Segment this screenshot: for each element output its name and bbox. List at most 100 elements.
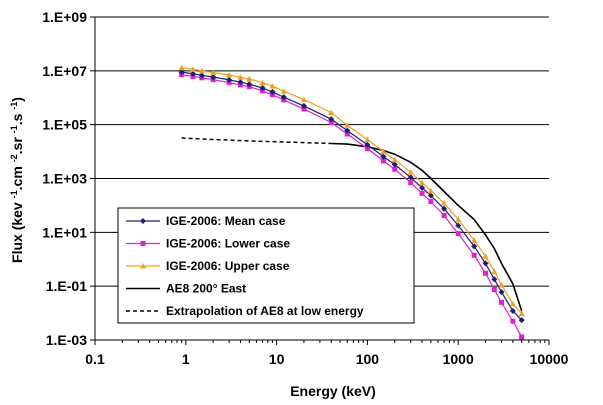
data-point-square (328, 120, 334, 126)
data-point-triangle (427, 187, 434, 194)
data-point-diamond (328, 116, 335, 123)
legend-label: IGE-2006: Lower case (166, 237, 290, 251)
data-point-diamond (189, 70, 196, 77)
data-point-triangle (189, 66, 196, 72)
data-point-square (455, 231, 461, 237)
data-point-square (140, 241, 146, 246)
x-tick-label: 10000 (530, 351, 569, 367)
data-point-triangle (237, 74, 244, 80)
legend-label: Extrapolation of AE8 at low energy (166, 304, 364, 318)
series-group (178, 64, 525, 340)
data-point-triangle (269, 83, 276, 89)
data-point-diamond (441, 205, 448, 212)
series-line (181, 137, 332, 145)
data-point-diamond (198, 72, 205, 79)
data-point-square (408, 180, 414, 186)
tick-labels: 1.E-03 1.E-01 1.E+01 1.E+03 1.E+05 1.E+07 1.E+… (42, 9, 568, 367)
data-point-diamond (482, 260, 489, 267)
data-point-diamond (419, 184, 426, 191)
data-point-diamond (237, 79, 244, 86)
data-point-triangle (380, 148, 387, 155)
data-point-diamond (226, 76, 233, 83)
data-point-diamond (407, 174, 414, 181)
series-3 (178, 64, 525, 317)
data-point-square (510, 318, 516, 324)
series-line (331, 142, 523, 312)
y-tick-label: 1.E-03 (46, 332, 87, 348)
x-tick-label: 1000 (443, 351, 474, 367)
data-point-square (301, 106, 307, 112)
data-point-triangle (498, 282, 505, 288)
data-point-triangle (210, 69, 217, 75)
series-5 (181, 137, 332, 145)
y-tick-label: 1.E+01 (42, 224, 87, 240)
data-point-diamond (391, 161, 398, 168)
data-point-diamond (491, 276, 498, 283)
data-point-diamond (344, 127, 351, 134)
data-point-diamond (471, 243, 478, 250)
data-point-square (419, 190, 425, 196)
y-tick-label: 1.E+09 (42, 9, 87, 25)
data-point-square (364, 146, 370, 152)
data-point-diamond (140, 218, 146, 224)
data-point-diamond (210, 74, 217, 81)
data-point-triangle (259, 79, 266, 86)
x-tick-label: 10 (269, 351, 285, 367)
legend-box (117, 207, 415, 324)
data-point-triangle (364, 136, 371, 143)
data-point-triangle (455, 216, 462, 222)
data-point-triangle (178, 64, 185, 71)
data-point-triangle (140, 263, 146, 269)
data-point-triangle (509, 300, 516, 307)
data-point-triangle (482, 253, 489, 259)
y-axis-title-text: Flux (kev -1.cm -2.sr -1.s -1) (9, 97, 25, 263)
data-point-diamond (259, 85, 266, 92)
data-point-square (344, 131, 350, 137)
data-point-diamond (300, 102, 307, 109)
x-axis-title: Energy (keV) (290, 383, 376, 399)
axes (90, 16, 550, 345)
data-point-square (428, 198, 434, 204)
y-tick-label: 1.E-01 (46, 278, 87, 294)
legend-label: AE8 200° East (166, 282, 246, 296)
data-point-diamond (246, 81, 253, 88)
data-point-triangle (491, 268, 498, 275)
legend-label: IGE-2006: Mean case (166, 214, 286, 228)
data-point-triangle (246, 75, 253, 82)
data-point-triangle (328, 109, 335, 116)
data-point-square (441, 213, 447, 219)
legend-label: IGE-2006: Upper case (166, 259, 290, 273)
series-1 (178, 69, 525, 324)
x-tick-label: 100 (356, 351, 380, 367)
data-point-triangle (441, 200, 448, 206)
data-point-triangle (198, 67, 205, 74)
data-point-diamond (380, 153, 387, 160)
data-point-square (483, 270, 489, 276)
y-tick-label: 1.E+03 (42, 171, 87, 187)
data-point-square (519, 334, 525, 340)
data-point-triangle (518, 310, 525, 317)
data-point-triangle (391, 156, 398, 163)
data-point-triangle (280, 88, 287, 94)
data-point-diamond (518, 317, 525, 324)
data-point-triangle (300, 96, 307, 103)
data-point-square (380, 158, 386, 164)
data-point-triangle (407, 169, 414, 175)
data-point-triangle (471, 237, 478, 243)
y-tick-label: 1.E+07 (42, 63, 87, 79)
data-point-square (499, 299, 505, 305)
data-point-diamond (427, 192, 434, 199)
legend: IGE-2006: Mean case IGE-2006: Lower case I… (117, 207, 415, 324)
data-point-diamond (280, 94, 287, 101)
data-point-diamond (178, 69, 185, 76)
data-point-diamond (455, 222, 462, 229)
data-point-triangle (344, 122, 351, 128)
data-point-square (392, 166, 398, 172)
data-point-triangle (226, 72, 233, 78)
y-axis-title: Flux (kev -1.cm -2.sr -1.s -1) (9, 97, 25, 263)
x-tick-label: 1 (182, 351, 190, 367)
y-tick-label: 1.E+05 (42, 117, 87, 133)
data-point-diamond (364, 141, 371, 148)
series-4 (331, 142, 523, 312)
